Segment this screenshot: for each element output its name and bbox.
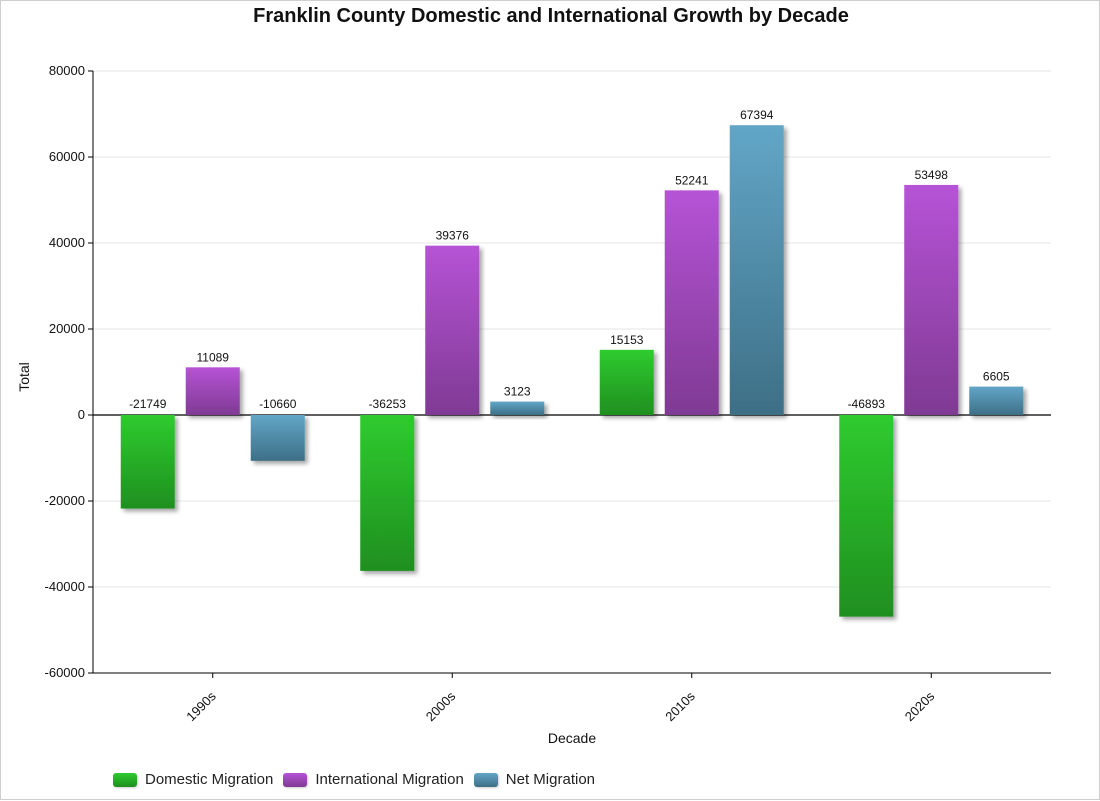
x-tick-label: 2010s	[662, 688, 698, 724]
legend-item-international-migration[interactable]: International Migration	[283, 771, 464, 788]
legend-swatch-domestic-migration	[113, 772, 137, 787]
bar-net-migration-1990s[interactable]	[250, 415, 305, 461]
x-axis-title: Decade	[548, 730, 596, 746]
legend-item-net-migration[interactable]: Net Migration	[473, 771, 595, 788]
legend-swatch-net-migration	[473, 772, 498, 787]
bar-net-migration-2000s[interactable]	[490, 401, 545, 415]
x-tick-label: 2020s	[902, 688, 938, 724]
data-label: 15153	[610, 333, 644, 347]
chart-title: Franklin County Domestic and Internation…	[253, 5, 849, 27]
data-label: -21749	[129, 397, 167, 411]
legend-label-net-migration: Net Migration	[505, 771, 595, 788]
bar-domestic-migration-2020s[interactable]	[839, 415, 894, 617]
x-tick-label: 1990s	[183, 688, 219, 724]
y-tick-label: 20000	[49, 321, 85, 336]
data-label: -46893	[848, 397, 886, 411]
legend-swatch-international-migration	[283, 772, 308, 787]
y-tick-label: -40000	[45, 579, 85, 594]
data-label: 53498	[915, 168, 949, 182]
data-label: 11089	[197, 350, 230, 364]
bar-international-migration-2010s[interactable]	[664, 190, 719, 415]
y-tick-label: -20000	[45, 493, 85, 508]
bar-domestic-migration-2010s[interactable]	[599, 349, 654, 415]
data-label: -10660	[259, 397, 297, 411]
bar-international-migration-1990s[interactable]	[185, 367, 240, 415]
bar-net-migration-2020s[interactable]	[969, 386, 1024, 415]
legend: Domestic Migration International Migrati…	[113, 771, 595, 788]
bar-domestic-migration-2000s[interactable]	[360, 415, 415, 571]
legend-label-domestic-migration: Domestic Migration	[145, 771, 274, 788]
y-tick-label: 60000	[49, 149, 85, 164]
bar-international-migration-2000s[interactable]	[425, 245, 480, 415]
data-label: 67394	[740, 108, 774, 122]
y-tick-label: 0	[78, 407, 85, 422]
data-label: 39376	[436, 229, 470, 243]
x-tick-label: 2000s	[423, 688, 459, 724]
bar-net-migration-2010s[interactable]	[729, 125, 784, 415]
data-label: 52241	[675, 173, 709, 187]
bar-international-migration-2020s[interactable]	[904, 184, 959, 415]
y-tick-label: -60000	[45, 665, 85, 680]
y-tick-label: 40000	[49, 235, 85, 250]
data-label: -36253	[369, 397, 407, 411]
data-label: 3123	[504, 385, 531, 399]
data-label: 6605	[983, 370, 1010, 384]
y-tick-label: 80000	[49, 63, 85, 78]
y-axis-title: Total	[16, 362, 32, 392]
legend-item-domestic-migration[interactable]: Domestic Migration	[113, 771, 273, 788]
legend-label-international-migration: International Migration	[315, 771, 464, 788]
bar-domestic-migration-1990s[interactable]	[120, 415, 175, 509]
